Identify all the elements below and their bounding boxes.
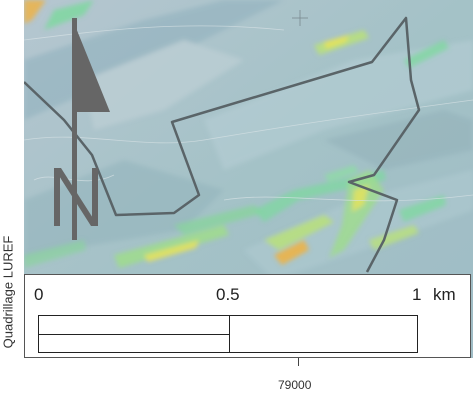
scale-bar-divider-horizontal: [39, 334, 229, 335]
scale-unit: km: [433, 285, 456, 304]
scale-label-start: 0: [34, 285, 44, 304]
scale-bar-divider-vertical: [229, 316, 230, 352]
north-arrow-icon: [54, 18, 110, 240]
map-contours: [24, 25, 473, 202]
terrain-highlights: [24, 0, 449, 268]
scale-label-mid: 0.5: [216, 285, 240, 304]
scale-bar: [38, 315, 418, 353]
scale-label-end: 1: [412, 285, 422, 304]
x-coordinate-tick: [298, 358, 299, 366]
x-coordinate-label: 79000: [278, 378, 312, 392]
scale-bar-panel: 0 0.5 1 km: [24, 274, 471, 358]
boundary-line: [24, 16, 421, 273]
grid-label-container: Quadrillage LUREF: [0, 225, 16, 360]
grid-cross-marker: [292, 10, 308, 26]
grid-label: Quadrillage LUREF: [0, 235, 16, 349]
